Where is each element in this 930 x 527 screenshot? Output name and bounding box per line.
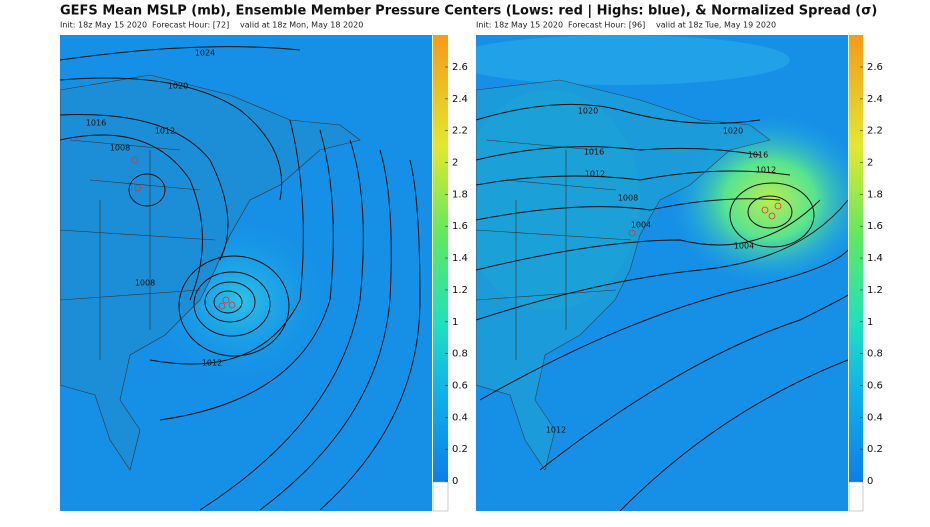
colorbar-label: 2.6 — [867, 62, 883, 73]
contour-label: 1004 — [734, 242, 754, 251]
colorbar — [849, 35, 863, 482]
colorbar-label: 2.4 — [867, 94, 883, 105]
colorbar-label: 0.2 — [452, 444, 468, 455]
colorbar-label: 0 — [452, 476, 458, 487]
colorbar-label: 2.2 — [867, 126, 883, 137]
contour-label: 1008 — [110, 144, 130, 153]
colorbar-label: 0.8 — [452, 349, 468, 360]
contour-label: 1020 — [578, 107, 598, 116]
low-markers — [131, 156, 782, 310]
colorbar-label: 1.2 — [867, 285, 883, 296]
contour-label: 1004 — [631, 221, 651, 230]
colorbar-label: 0.4 — [452, 412, 468, 423]
colorbar-label: 2 — [867, 158, 873, 169]
colorbar-label: 0.6 — [452, 380, 468, 391]
init-text: Init: 18z May 15 2020 — [60, 21, 147, 30]
init-text: Init: 18z May 15 2020 — [476, 21, 563, 30]
colorbar-label: 0.2 — [867, 444, 883, 455]
valid-time: valid at 18z Mon, May 18 2020 — [240, 21, 363, 30]
contour-label: 1020 — [168, 82, 188, 91]
map-right — [476, 35, 848, 511]
colorbar-label: 1.8 — [452, 189, 468, 200]
map-left — [60, 35, 432, 511]
colorbar-label: 1.4 — [867, 253, 883, 264]
colorbar-label: 1.6 — [867, 221, 883, 232]
colorbar-label: 2.2 — [452, 126, 468, 137]
contour-label: 1012 — [585, 170, 605, 179]
colorbar-label: 2.4 — [452, 94, 468, 105]
colorbar-label: 0.4 — [867, 412, 883, 423]
contour-label: 1012 — [756, 166, 776, 175]
contour-label: 1012 — [546, 426, 566, 435]
valid-time: valid at 18z Tue, May 19 2020 — [656, 21, 776, 30]
forecast-hour: Forecast Hour: [96] — [568, 21, 645, 30]
colorbar-zero — [432, 481, 449, 512]
contour-label: 1012 — [202, 359, 222, 368]
forecast-hour: Forecast Hour: [72] — [152, 21, 229, 30]
colorbar-label: 1 — [867, 317, 873, 328]
colorbar-label: 0.6 — [867, 380, 883, 391]
colorbar-label: 0 — [867, 476, 873, 487]
colorbar-label: 1.2 — [452, 285, 468, 296]
contour-label: 1016 — [86, 119, 106, 128]
contour-label: 1008 — [135, 279, 155, 288]
contour-label: 1020 — [723, 127, 743, 136]
colorbar-zero — [848, 481, 864, 512]
colorbar-label: 1.4 — [452, 253, 468, 264]
colorbar-label: 2.6 — [452, 62, 468, 73]
colorbar-label: 1 — [452, 317, 458, 328]
contour-label: 1016 — [584, 148, 604, 157]
contour-label: 1016 — [748, 151, 768, 160]
title: GEFS Mean MSLP (mb), Ensemble Member Pre… — [60, 4, 877, 19]
contour-label: 1012 — [155, 127, 175, 136]
contour-label: 1008 — [618, 194, 638, 203]
colorbar-label: 2 — [452, 158, 458, 169]
colorbar — [433, 35, 448, 482]
contour-label: 1024 — [195, 49, 215, 58]
colorbar-label: 0.8 — [867, 349, 883, 360]
colorbar-label: 1.8 — [867, 189, 883, 200]
colorbar-label: 1.6 — [452, 221, 468, 232]
